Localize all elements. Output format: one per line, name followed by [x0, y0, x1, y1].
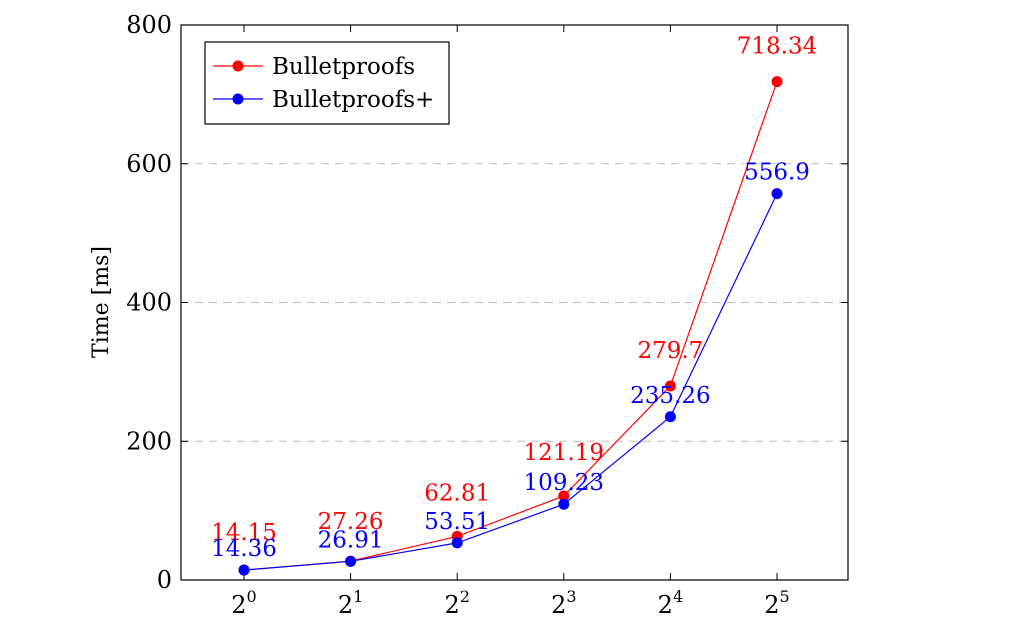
series-bulletproofs-plus: 14.36 26.91 53.51 109.23 235.26 556.9: [211, 160, 810, 576]
y-tick-label: 0: [157, 566, 172, 594]
data-label: 279.7: [637, 338, 703, 364]
series-line: [243, 81, 778, 571]
legend-label: Bulletproofs: [272, 54, 415, 80]
y-axis: 0 200 400 600 800: [126, 11, 848, 594]
data-label: 109.23: [524, 470, 604, 496]
y-tick-label: 400: [126, 289, 172, 317]
legend-marker: [232, 93, 244, 105]
x-tick-label: 21: [338, 587, 363, 619]
data-point: [664, 380, 676, 392]
data-label: 718.34: [737, 34, 817, 60]
data-label: 556.9: [744, 160, 810, 186]
data-point: [771, 76, 783, 88]
legend-marker: [232, 60, 244, 72]
data-point: [558, 490, 570, 502]
y-tick-label: 600: [126, 150, 172, 178]
y-axis-label: Time [ms]: [89, 246, 114, 358]
x-tick-label: 25: [764, 587, 789, 619]
x-tick-label: 20: [231, 587, 256, 619]
y-tick-label: 800: [126, 11, 172, 39]
data-label: 14.15: [211, 520, 277, 546]
data-point: [664, 411, 676, 423]
x-tick-label: 24: [658, 587, 683, 619]
data-point: [238, 564, 250, 576]
data-label: 53.51: [424, 509, 490, 535]
data-point: [558, 498, 570, 510]
data-label: 27.26: [318, 509, 384, 535]
series-line: [243, 193, 778, 571]
data-point: [345, 555, 357, 567]
data-label: 26.91: [318, 527, 384, 553]
x-axis: 20 21 22 23 24 25: [231, 25, 790, 619]
legend-box: [204, 41, 450, 125]
series-bulletproofs: 14.15 27.26 62.81 121.19 279.7 718.34: [211, 34, 817, 576]
data-point: [771, 188, 783, 200]
x-tick-label: 22: [444, 587, 469, 619]
data-label: 235.26: [630, 383, 710, 409]
series-group: 14.15 27.26 62.81 121.19 279.7 718.34 14.36 26.…: [211, 34, 817, 576]
data-point: [451, 537, 463, 549]
grid-lines: [181, 163, 848, 442]
y-tick-label: 200: [126, 427, 172, 455]
data-label: 62.81: [424, 480, 490, 506]
data-label: 14.36: [211, 536, 277, 562]
legend-label: Bulletproofs+: [272, 87, 434, 113]
legend: Bulletproofs Bulletproofs+: [204, 41, 450, 125]
x-tick-label: 23: [551, 587, 576, 619]
data-label: 121.19: [524, 440, 604, 466]
